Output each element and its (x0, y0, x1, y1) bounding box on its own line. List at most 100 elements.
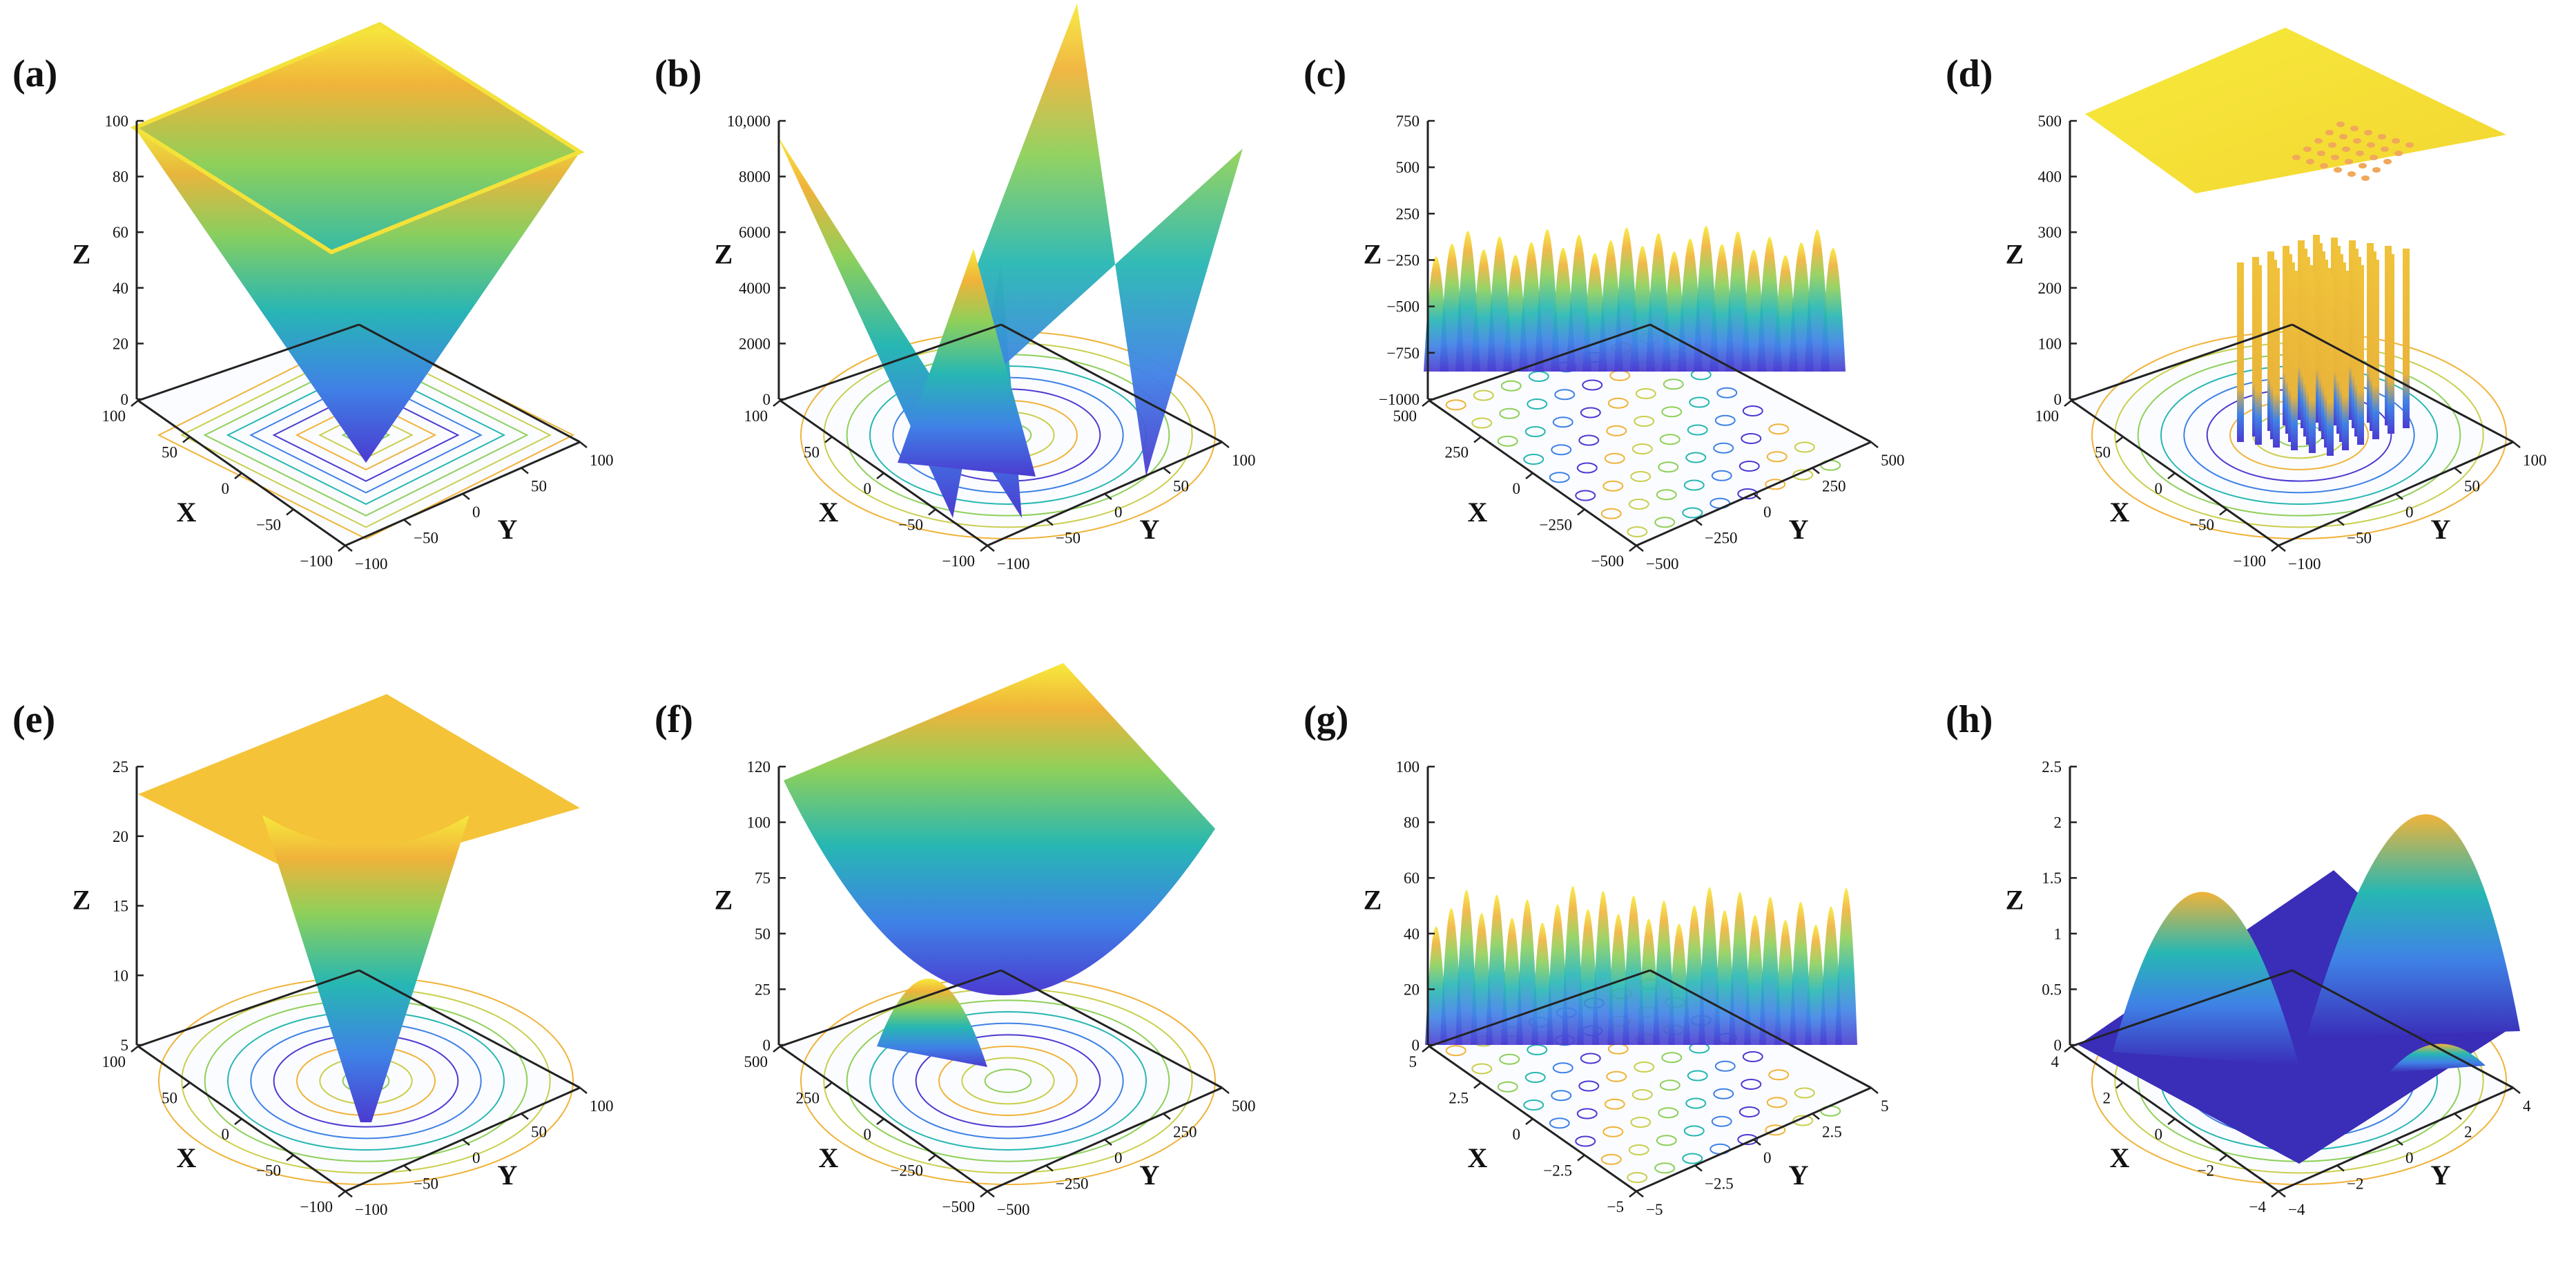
panel-g: (g) 0 20 40 60 80 100 5 2.5 0 −2.5 −5 −5 −2.5 0 2.5 5 Z X Y (1304, 698, 1889, 1218)
surface-spike (2372, 260, 2379, 439)
surface-peak (1653, 901, 1675, 1045)
contour-line (1689, 396, 1710, 408)
y-tick-label: 2 (2464, 1124, 2472, 1141)
contour-line (1549, 472, 1570, 483)
y-tick-label: 500 (1232, 1097, 1256, 1115)
surface-well-mark (2381, 146, 2389, 152)
z-tick-label: 750 (1396, 113, 1420, 130)
y-tick-label: −2 (2347, 1175, 2363, 1193)
surface-hump-small (2389, 1044, 2486, 1073)
contour-line (1523, 1099, 1544, 1111)
contour-line (1739, 1106, 1760, 1117)
x-tick-mark (2271, 1191, 2279, 1198)
contour-line (1628, 499, 1649, 510)
x-axis-title: X (177, 497, 197, 528)
surface-well-mark (2314, 138, 2323, 144)
x-tick-mark (1525, 472, 1533, 479)
contour-line (1654, 1162, 1676, 1174)
contour-line (1473, 390, 1494, 401)
back-edge-right (2292, 969, 2514, 1089)
z-tick-label: 5 (121, 1037, 129, 1054)
y-tick-label: 50 (2464, 478, 2480, 495)
y-tick-label: −50 (414, 1175, 438, 1193)
y-tick-label: 0 (1114, 1149, 1123, 1166)
contour-line (1523, 454, 1544, 465)
z-tick-label: 4000 (739, 280, 771, 297)
y-tick-mark (2336, 1164, 2345, 1172)
panel-c: (c) −1000 −750 −500 −250 250 500 750 500 250 0 −250… (1304, 52, 1905, 573)
surface-spike (2237, 262, 2244, 442)
contour-line (1656, 489, 1677, 501)
panel-d-surface (2085, 28, 2506, 456)
z-tick-label: 50 (755, 925, 771, 943)
back-edge-right (358, 323, 581, 443)
surface-spike (2403, 249, 2410, 428)
x-tick-label: −4 (2249, 1198, 2267, 1216)
z-tick-label: 0 (1412, 1037, 1420, 1054)
surface-well-mark (2339, 134, 2347, 140)
contour-line (1576, 462, 1598, 474)
y-tick-mark (1812, 1113, 1820, 1120)
y-tick-label: −50 (1056, 530, 1081, 547)
surface-peak (1835, 888, 1857, 1045)
y-tick-label: 50 (1173, 478, 1189, 495)
back-edge-left (2071, 323, 2293, 402)
y-tick-label: 50 (531, 478, 547, 495)
contour-line (961, 1057, 1055, 1105)
z-tick-label: −500 (1387, 298, 1420, 316)
z-tick-label: 1 (2054, 925, 2062, 943)
x-axis-title: X (2110, 1142, 2130, 1173)
x-tick-label: 0 (222, 480, 230, 497)
y-tick-label: −250 (1705, 530, 1737, 547)
panel-h-surface (2078, 814, 2520, 1164)
y-tick-mark (403, 519, 411, 526)
y-tick-mark (987, 1191, 995, 1198)
x-tick-label: 250 (1445, 444, 1469, 461)
x-tick-mark (1422, 1046, 1430, 1053)
back-edge-right (1000, 323, 1223, 443)
surface-well-mark (2372, 167, 2381, 173)
contour-line (1687, 1070, 1708, 1082)
y-tick-mark (2512, 441, 2521, 448)
y-tick-mark (2512, 1087, 2521, 1094)
x-tick-mark (928, 508, 936, 516)
x-tick-mark (1422, 400, 1430, 407)
panel-b-label: (b) (655, 52, 701, 95)
y-tick-mark (1104, 1139, 1112, 1146)
x-tick-label: −100 (2234, 553, 2266, 570)
back-edge-left (779, 323, 1002, 402)
x-tick-mark (824, 436, 833, 443)
surface-well-mark (2405, 142, 2414, 148)
contour-line (1575, 490, 1596, 501)
panel-c-surface (1424, 226, 1846, 372)
surface-well-mark (2394, 151, 2403, 156)
contour-line (1551, 444, 1572, 456)
contour-line (1445, 1045, 1466, 1057)
x-tick-label: 100 (744, 407, 768, 425)
z-tick-label: 20 (113, 828, 128, 845)
x-tick-label: 50 (804, 444, 820, 461)
x-tick-mark (234, 1118, 242, 1125)
x-tick-label: 0 (2155, 1126, 2163, 1143)
surface-spike (2327, 276, 2334, 456)
z-tick-label: 40 (113, 280, 128, 297)
contour-line (1713, 1088, 1734, 1099)
contour-line (1604, 1098, 1625, 1110)
x-tick-label: 2.5 (1449, 1090, 1469, 1107)
contour-line (1630, 471, 1652, 482)
contour-line (1606, 1070, 1627, 1082)
contour-line (1631, 443, 1653, 454)
contour-line (1741, 433, 1762, 444)
x-tick-label: −2 (2198, 1162, 2214, 1180)
y-tick-label: 100 (1232, 452, 1256, 469)
x-tick-label: 0 (864, 480, 872, 497)
y-tick-label: 0 (1763, 1149, 1772, 1166)
contour-line (938, 1046, 1078, 1116)
x-tick-label: 100 (102, 1053, 126, 1070)
x-axis-title: X (819, 1142, 839, 1173)
x-tick-mark (130, 400, 139, 407)
contour-line (1527, 398, 1548, 410)
contour-line (1713, 442, 1734, 454)
contour-line (1768, 1069, 1790, 1081)
contour-line (1766, 451, 1788, 463)
